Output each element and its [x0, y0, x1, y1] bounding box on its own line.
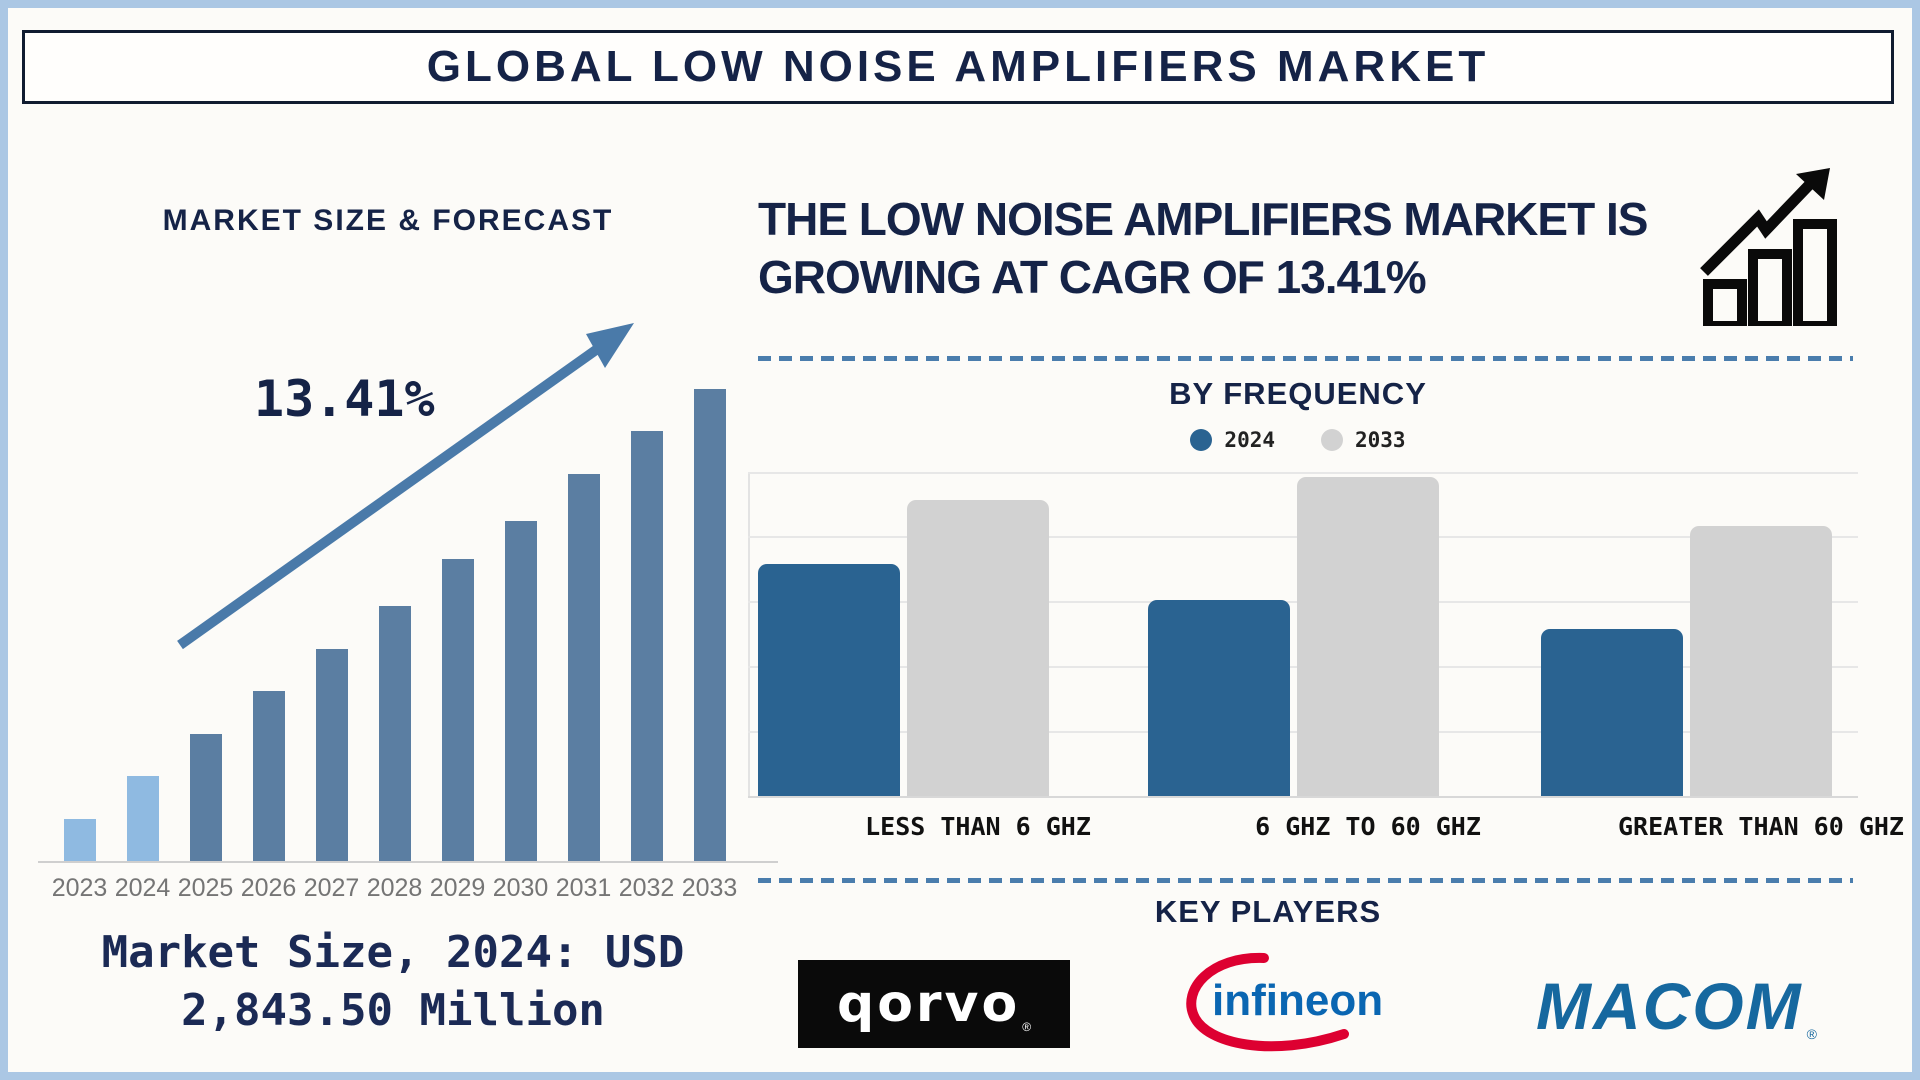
infineon-logo-text: infineon — [1212, 976, 1384, 1025]
forecast-x-axis-line — [38, 861, 778, 863]
title-bar: GLOBAL LOW NOISE AMPLIFIERS MARKET — [22, 30, 1894, 104]
gridline — [748, 472, 1858, 474]
market-size-line1: Market Size, 2024: USD — [101, 927, 685, 978]
by-frequency-title: BY FREQUENCY — [1169, 376, 1427, 411]
year-label-2023: 2023 — [51, 874, 108, 902]
frequency-category-labels: LESS THAN 6 GHZ 6 GHZ TO 60 GHZ GREATER TH… — [748, 812, 1904, 846]
forecast-year-labels: 2023 2024 2025 2026 2027 2028 2029 2030 2031 2032… — [48, 874, 741, 903]
year-label-2025: 2025 — [177, 874, 234, 902]
macom-logo: MACOM ® — [1536, 964, 1866, 1048]
year-label-2033: 2033 — [681, 874, 738, 902]
forecast-bar-2025 — [174, 734, 237, 861]
forecast-bar-2031 — [552, 474, 615, 861]
forecast-bar-2033 — [678, 389, 741, 861]
qorvo-logo-text: qorvo — [836, 974, 1021, 1034]
freq-bar-2033-group3 — [1690, 526, 1832, 796]
cagr-value-label: 13.41% — [254, 370, 435, 428]
infineon-logo: infineon — [1176, 950, 1412, 1062]
qorvo-registered-mark: ® — [1022, 1020, 1032, 1034]
freq-bar-2024-group3 — [1541, 629, 1683, 796]
year-label-2028: 2028 — [366, 874, 423, 902]
forecast-bar-2024 — [111, 776, 174, 861]
headline-line2: GROWING AT CAGR OF 13.41% — [758, 251, 1427, 303]
forecast-bar-chart — [48, 386, 741, 861]
growth-trend-arrow-icon — [177, 323, 634, 650]
freq-bar-2024-group1 — [758, 564, 900, 796]
forecast-bar-2028 — [363, 606, 426, 861]
forecast-bar-2026 — [237, 691, 300, 861]
infineon-swoosh-icon — [1186, 952, 1349, 1052]
page-title: GLOBAL LOW NOISE AMPLIFIERS MARKET — [426, 42, 1490, 91]
year-label-2030: 2030 — [492, 874, 549, 902]
frequency-baseline — [748, 796, 1858, 798]
legend-label-2024: 2024 — [1224, 428, 1275, 452]
legend-label-2033: 2033 — [1355, 428, 1406, 452]
market-size-forecast-heading: MARKET SIZE & FORECAST — [162, 204, 614, 237]
freq-bar-2024-group2 — [1148, 600, 1290, 796]
legend-dot-2024 — [1190, 429, 1213, 451]
dashed-divider-bottom — [758, 878, 1853, 883]
frequency-category-3: GREATER THAN 60 GHZ — [1618, 812, 1904, 841]
forecast-bar-2027 — [300, 649, 363, 861]
year-label-2027: 2027 — [303, 874, 360, 902]
year-label-2029: 2029 — [429, 874, 486, 902]
year-label-2031: 2031 — [555, 874, 612, 902]
forecast-bar-2032 — [615, 431, 678, 861]
bar-chart-rising-arrow-icon — [1700, 168, 1837, 326]
dashed-divider-top — [758, 356, 1853, 361]
freq-bar-2033-group2 — [1297, 477, 1439, 796]
freq-bar-2033-group1 — [907, 500, 1049, 796]
forecast-bar-2029 — [426, 559, 489, 861]
market-size-value: Market Size, 2024: USD 2,843.50 Million — [38, 924, 748, 1040]
frequency-bar-chart — [748, 472, 1858, 798]
qorvo-logo: qorvo ® — [798, 960, 1070, 1048]
legend-dot-2033 — [1321, 429, 1343, 451]
legend-item-2024: 2024 — [1190, 428, 1275, 452]
frequency-category-2: 6 GHZ TO 60 GHZ — [1255, 812, 1481, 841]
market-size-line2: 2,843.50 Million — [181, 985, 605, 1036]
frequency-legend: 2024 2033 — [753, 428, 1843, 452]
year-label-2026: 2026 — [240, 874, 297, 902]
macom-registered-mark: ® — [1806, 1026, 1817, 1042]
year-label-2032: 2032 — [618, 874, 675, 902]
headline-line1: THE LOW NOISE AMPLIFIERS MARKET IS — [758, 193, 1648, 245]
legend-item-2033: 2033 — [1321, 428, 1406, 452]
forecast-bar-2023 — [48, 819, 111, 861]
frequency-category-1: LESS THAN 6 GHZ — [865, 812, 1091, 841]
frequency-y-axis-line — [748, 472, 750, 798]
macom-logo-text: MACOM — [1536, 969, 1803, 1043]
forecast-bar-2030 — [489, 521, 552, 861]
key-players-title: KEY PLAYERS — [1154, 894, 1382, 929]
year-label-2024: 2024 — [114, 874, 171, 902]
cagr-headline: THE LOW NOISE AMPLIFIERS MARKET IS GROWI… — [758, 190, 1718, 306]
